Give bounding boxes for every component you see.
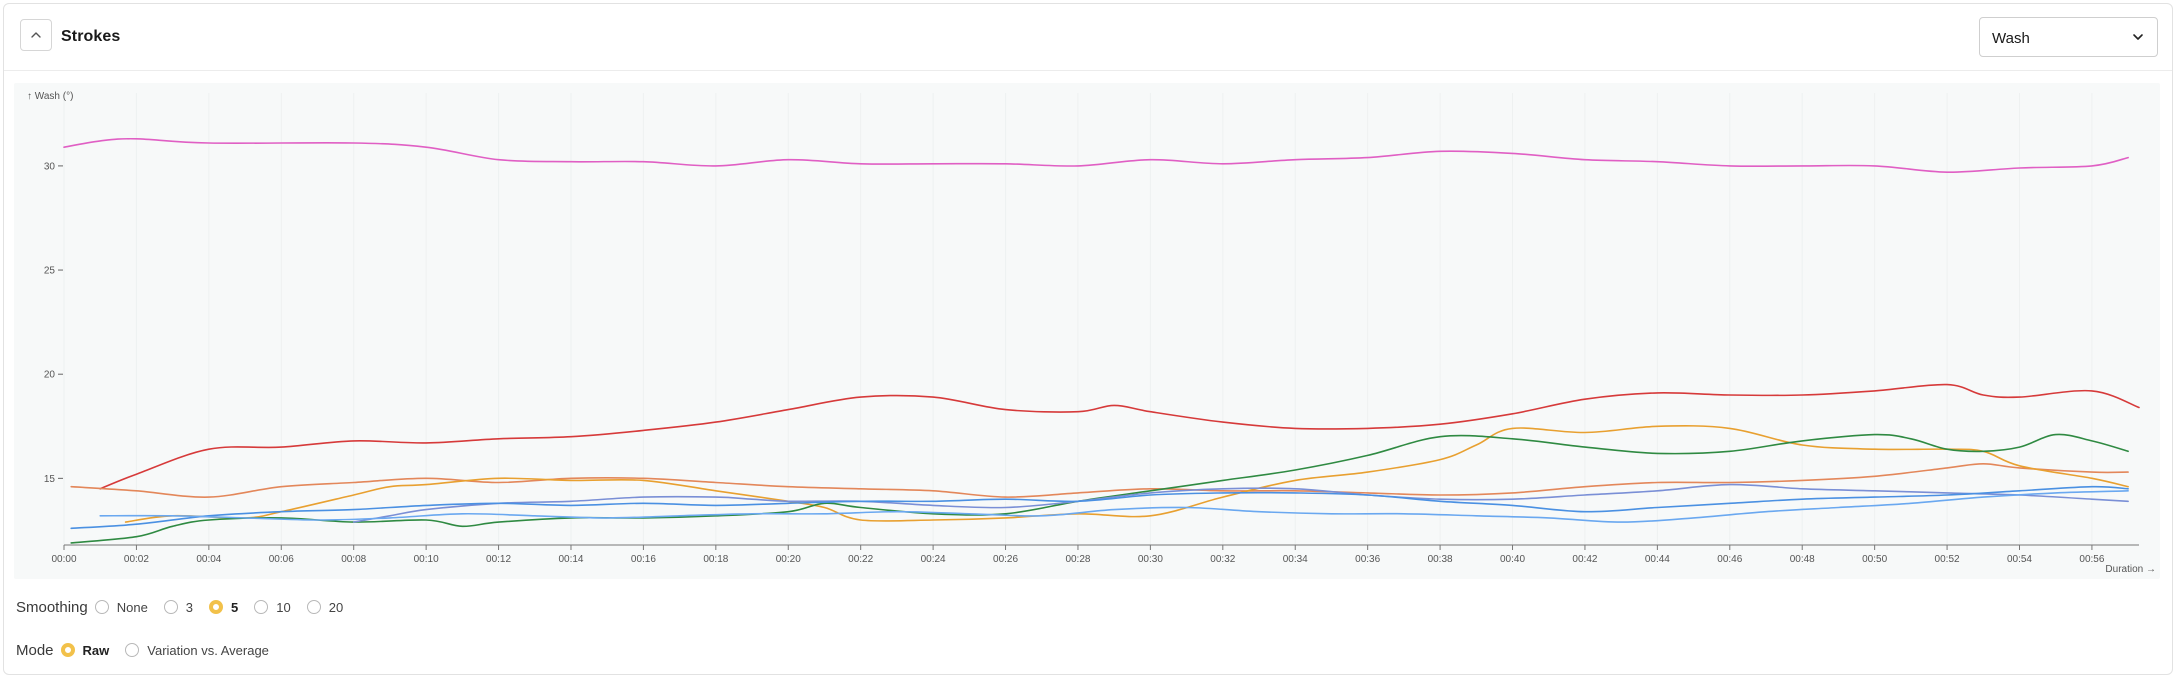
smoothing-radio[interactable]	[254, 600, 269, 614]
smoothing-option-label: 20	[328, 599, 344, 615]
series-line-6	[352, 483, 2129, 523]
x-tick-label: 00:52	[1935, 554, 1960, 565]
metric-select[interactable]: Wash	[1979, 17, 2158, 57]
metric-select-value: Wash	[1992, 30, 2030, 47]
x-tick-label: 00:02	[124, 554, 149, 565]
collapse-button[interactable]	[20, 19, 52, 51]
x-tick-label: 00:56	[2079, 554, 2104, 565]
mode-control: Mode Raw Variation vs. Average	[16, 638, 285, 662]
x-tick-label: 00:10	[414, 554, 439, 565]
smoothing-radio[interactable]	[94, 600, 109, 614]
x-tick-label: 00:18	[703, 554, 728, 565]
smoothing-label: Smoothing	[16, 598, 88, 616]
x-tick-label: 00:54	[2007, 554, 2032, 565]
series-line-8	[99, 490, 2129, 523]
smoothing-option[interactable]: 10	[254, 599, 291, 615]
x-tick-label: 00:26	[993, 554, 1018, 565]
x-tick-label: 00:04	[196, 554, 221, 565]
x-tick-label: 00:14	[558, 554, 583, 565]
strokes-panel: Strokes Wash 15 20 25 30 00:00 00:02 00:04 00:0…	[3, 3, 2173, 675]
x-tick-label: 00:46	[1717, 554, 1742, 565]
x-tick-label: 00:34	[1283, 554, 1308, 565]
chevron-up-icon	[30, 26, 42, 44]
chevron-down-icon	[2131, 30, 2145, 49]
x-tick-label: 00:12	[486, 554, 511, 565]
y-tick-label: 20	[44, 370, 56, 381]
smoothing-option-label: 10	[276, 599, 291, 615]
mode-option[interactable]: Variation vs. Average	[125, 643, 269, 658]
smoothing-radio[interactable]	[306, 600, 321, 614]
x-tick-label: 00:16	[631, 554, 656, 565]
x-tick-label: 00:28	[1065, 554, 1090, 565]
series-line-3	[70, 463, 2129, 498]
mode-option[interactable]: Raw	[60, 642, 110, 658]
mode-radio[interactable]	[125, 643, 140, 657]
mode-radio[interactable]	[60, 643, 75, 657]
x-tick-label: 00:36	[1355, 554, 1380, 565]
x-tick-label: 00:40	[1500, 554, 1525, 565]
x-tick-label: 00:08	[341, 554, 366, 565]
series-line-4	[124, 425, 2129, 523]
smoothing-option-label: None	[116, 599, 148, 615]
smoothing-option[interactable]: 5	[209, 600, 238, 615]
y-tick-label: 25	[44, 266, 56, 277]
x-tick-label: 00:42	[1572, 554, 1597, 565]
x-tick-label: 00:06	[269, 554, 294, 565]
smoothing-option-label: 5	[231, 599, 239, 615]
y-tick-label: 30	[44, 161, 56, 172]
x-tick-label: 00:22	[848, 554, 873, 565]
chart-area: 15 20 25 30 00:00 00:02 00:04 00:06 00:08 00:10 00…	[14, 83, 2160, 579]
mode-option-label: Variation vs. Average	[147, 642, 269, 658]
series-line-2	[99, 383, 2140, 490]
x-axis-label: Duration →	[2105, 564, 2156, 575]
panel-title: Strokes	[61, 28, 121, 45]
x-tick-label: 00:24	[921, 554, 946, 565]
x-tick-label: 00:48	[1790, 554, 1815, 565]
series-line-7	[70, 485, 2129, 530]
x-tick-label: 00:20	[776, 554, 801, 565]
panel-header: Strokes Wash	[4, 4, 2172, 71]
series-line-1	[63, 137, 2129, 174]
smoothing-option[interactable]: 3	[163, 599, 194, 615]
series-line-5	[70, 433, 2129, 544]
wash-line-chart: 15 20 25 30 00:00 00:02 00:04 00:06 00:08 00:10 00…	[27, 91, 2156, 575]
smoothing-option-label: 3	[185, 599, 194, 615]
smoothing-radio[interactable]	[163, 600, 178, 614]
x-tick-label: 00:32	[1210, 554, 1235, 565]
smoothing-option[interactable]: 20	[306, 599, 344, 615]
x-tick-label: 00:50	[1862, 554, 1887, 565]
smoothing-control: Smoothing None 3 5 10 20	[16, 595, 359, 619]
smoothing-radio[interactable]	[209, 600, 224, 614]
mode-option-label: Raw	[82, 642, 110, 658]
smoothing-option[interactable]: None	[94, 599, 148, 615]
y-axis-label: ↑ Wash (°)	[27, 91, 73, 102]
x-tick-label: 00:44	[1645, 554, 1670, 565]
x-tick-label: 00:38	[1428, 554, 1453, 565]
x-tick-label: 00:00	[51, 554, 76, 565]
x-tick-label: 00:30	[1138, 554, 1163, 565]
y-tick-label: 15	[44, 474, 56, 485]
mode-label: Mode	[16, 641, 54, 659]
